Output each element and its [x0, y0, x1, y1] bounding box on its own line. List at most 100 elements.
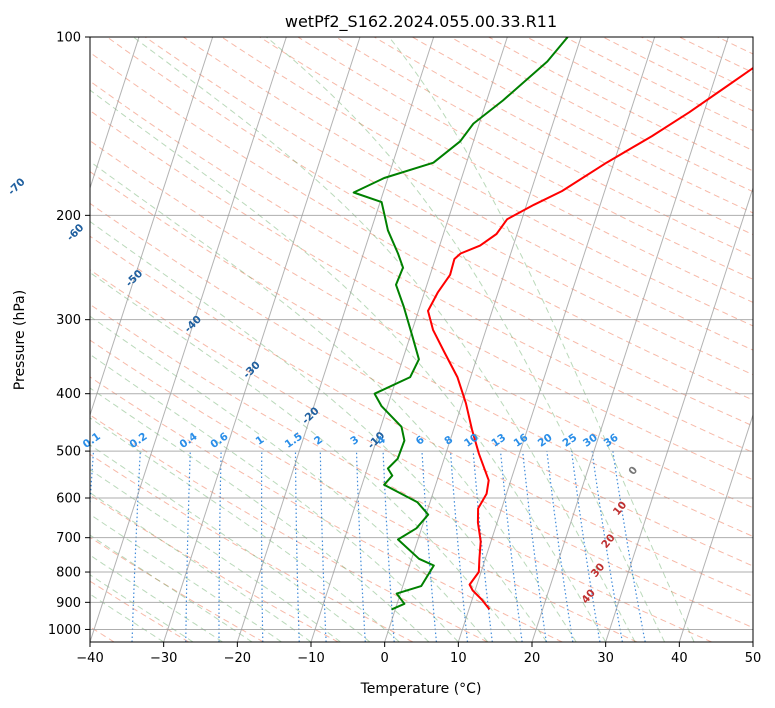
dry-adiabat: [90, 235, 753, 597]
moist-adiabat: [90, 513, 282, 642]
x-tick-label: −10: [297, 651, 324, 666]
dry-adiabat: [90, 171, 753, 537]
isotherm-line: [678, 413, 753, 642]
isotherm-line: [236, 37, 435, 642]
mixing-ratio-line: [472, 451, 493, 642]
line-labels: -100-90-80-70-60-50-40-30-20-100.10.20.4…: [6, 176, 641, 606]
isotherm-line: [90, 37, 287, 642]
y-tick-label: 800: [56, 566, 81, 581]
dry-adiabat: [90, 269, 753, 629]
moist-adiabat: [90, 315, 489, 642]
y-tick-label: 700: [56, 531, 81, 546]
plot-frame: [89, 36, 754, 643]
mixing-ratio-line: [294, 451, 300, 642]
moist-adiabat-label: 40: [579, 587, 598, 606]
dry-adiabat: [106, 37, 753, 401]
moist-adiabat: [90, 534, 253, 642]
mixing-ratio-label: 10: [462, 432, 481, 450]
mixing-ratio-label: 16: [512, 432, 531, 450]
temperature-line: [427, 66, 753, 611]
dry-adiabat: [90, 414, 488, 642]
dry-adiabat: [183, 37, 753, 351]
mixing-ratio-line: [546, 451, 574, 642]
mixing-ratio-label: 13: [489, 432, 508, 450]
mixing-ratio-line: [449, 451, 469, 642]
dewpoint-line: [352, 37, 569, 611]
mixing-ratio-label: 1: [254, 434, 267, 448]
mixing-ratio-line: [522, 451, 547, 642]
dry-adiabat: [90, 376, 563, 642]
isotherm-label: -60: [65, 222, 87, 244]
x-tick-label: −30: [150, 651, 177, 666]
x-tick-label: 30: [597, 651, 614, 666]
isotherm-label: -20: [300, 405, 322, 427]
y-tick-label: 100: [56, 31, 81, 46]
moist-adiabat: [90, 492, 312, 642]
moist-adiabat-label: 30: [589, 561, 608, 580]
y-tick-label: 300: [56, 313, 81, 328]
x-tick-label: 20: [524, 651, 541, 666]
mixing-ratio-line: [421, 451, 437, 642]
dry-adiabat: [90, 109, 753, 481]
y-axis: 100 200 300 400 500 600 700 800 900 1000: [48, 31, 90, 638]
moist-adiabat-label: 0: [626, 464, 640, 477]
mixing-ratio-line: [499, 451, 523, 642]
y-tick-label: 200: [56, 209, 81, 224]
dry-adiabat: [90, 202, 753, 567]
dry-adiabat: [90, 140, 753, 509]
background-lines: [90, 37, 775, 642]
dry-adiabat: [488, 37, 753, 172]
moist-adiabat: [90, 89, 607, 642]
profiles: [352, 37, 753, 611]
isotherm-label: -40: [182, 313, 204, 335]
dry-adiabat: [144, 37, 753, 376]
dry-adiabat: [450, 37, 753, 193]
isotherm-line: [384, 37, 582, 642]
isotherm-line: [605, 186, 753, 642]
mixing-ratio-line: [319, 451, 327, 642]
mixing-ratio-label: 0.2: [128, 430, 150, 451]
moist-adiabat: [266, 37, 666, 642]
dry-adiabat: [90, 536, 264, 642]
dry-adiabat: [221, 37, 753, 327]
y-tick-label: 500: [56, 445, 81, 460]
y-axis-title: Pressure (hPa): [12, 290, 28, 390]
isotherm-line: [310, 37, 508, 642]
x-axis-title: Temperature (°C): [360, 681, 482, 697]
mixing-ratio-label: 30: [581, 432, 600, 450]
dry-adiabat: [90, 51, 753, 427]
dry-adiabat: [90, 494, 339, 642]
moist-adiabat-label: 20: [599, 532, 618, 551]
mixing-ratio-label: 1.5: [283, 430, 305, 451]
mixing-ratio-label: 6: [414, 434, 427, 448]
moist-adiabat: [90, 387, 430, 642]
moist-adiabat: [90, 554, 223, 642]
mixing-ratio-label: 0.1: [81, 430, 103, 451]
dry-adiabat: [90, 339, 638, 642]
isotherm-label: -50: [123, 268, 145, 290]
dry-adiabat: [756, 37, 775, 642]
mixing-ratio-line: [261, 451, 264, 642]
chart-title: wetPf2_S162.2024.055.00.33.R11: [285, 12, 557, 32]
grid-lines: [90, 37, 753, 642]
mixing-ratio-label: 20: [536, 432, 555, 450]
moist-adiabat: [90, 160, 577, 642]
x-tick-label: −20: [224, 651, 251, 666]
mixing-ratio-label: 8: [442, 434, 455, 448]
isotherm-line: [457, 37, 656, 642]
dry-adiabat: [259, 37, 753, 303]
moist-adiabat: [388, 37, 695, 642]
mixing-ratio-label: 0.4: [178, 430, 200, 451]
x-tick-label: 50: [745, 651, 762, 666]
isotherm-label: -70: [6, 176, 28, 198]
dry-adiabat: [564, 37, 753, 132]
dry-adiabat: [526, 37, 753, 152]
moist-adiabat: [132, 37, 636, 642]
isotherm-line: [163, 37, 361, 642]
dry-adiabat: [679, 37, 753, 74]
x-tick-label: 0: [381, 651, 389, 666]
dry-adiabat: [90, 80, 753, 454]
mixing-ratio-line: [571, 451, 601, 642]
dry-adiabat: [90, 453, 414, 642]
